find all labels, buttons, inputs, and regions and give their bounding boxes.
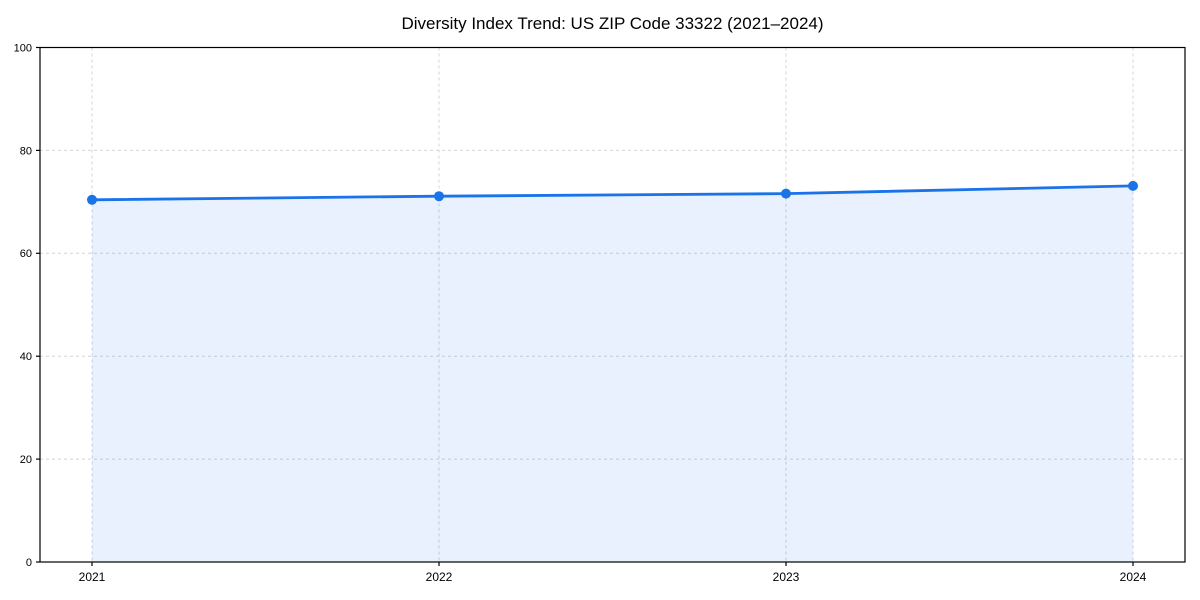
- area-fill: [92, 185, 1133, 562]
- x-tick-label: 2021: [79, 570, 106, 584]
- plot-border: [39, 46, 1186, 563]
- x-tick-label: 2024: [1120, 570, 1147, 584]
- data-point-2023: [781, 188, 791, 199]
- y-tick-label: 0: [26, 557, 32, 569]
- data-point-2022: [434, 191, 444, 202]
- y-tick-label: 40: [20, 351, 32, 363]
- y-tick-label: 80: [20, 145, 32, 157]
- data-point-2021: [87, 194, 97, 205]
- data-point-2024: [1128, 180, 1138, 191]
- y-tick-label: 20: [20, 454, 32, 466]
- x-tick-label: 2023: [773, 570, 800, 584]
- y-tick-label: 60: [20, 248, 32, 260]
- trend-line: [90, 184, 1135, 202]
- y-tick-label: 100: [14, 42, 32, 54]
- x-tick-label: 2022: [426, 570, 453, 584]
- chart-title: Diversity Index Trend: US ZIP Code 33322…: [401, 14, 824, 33]
